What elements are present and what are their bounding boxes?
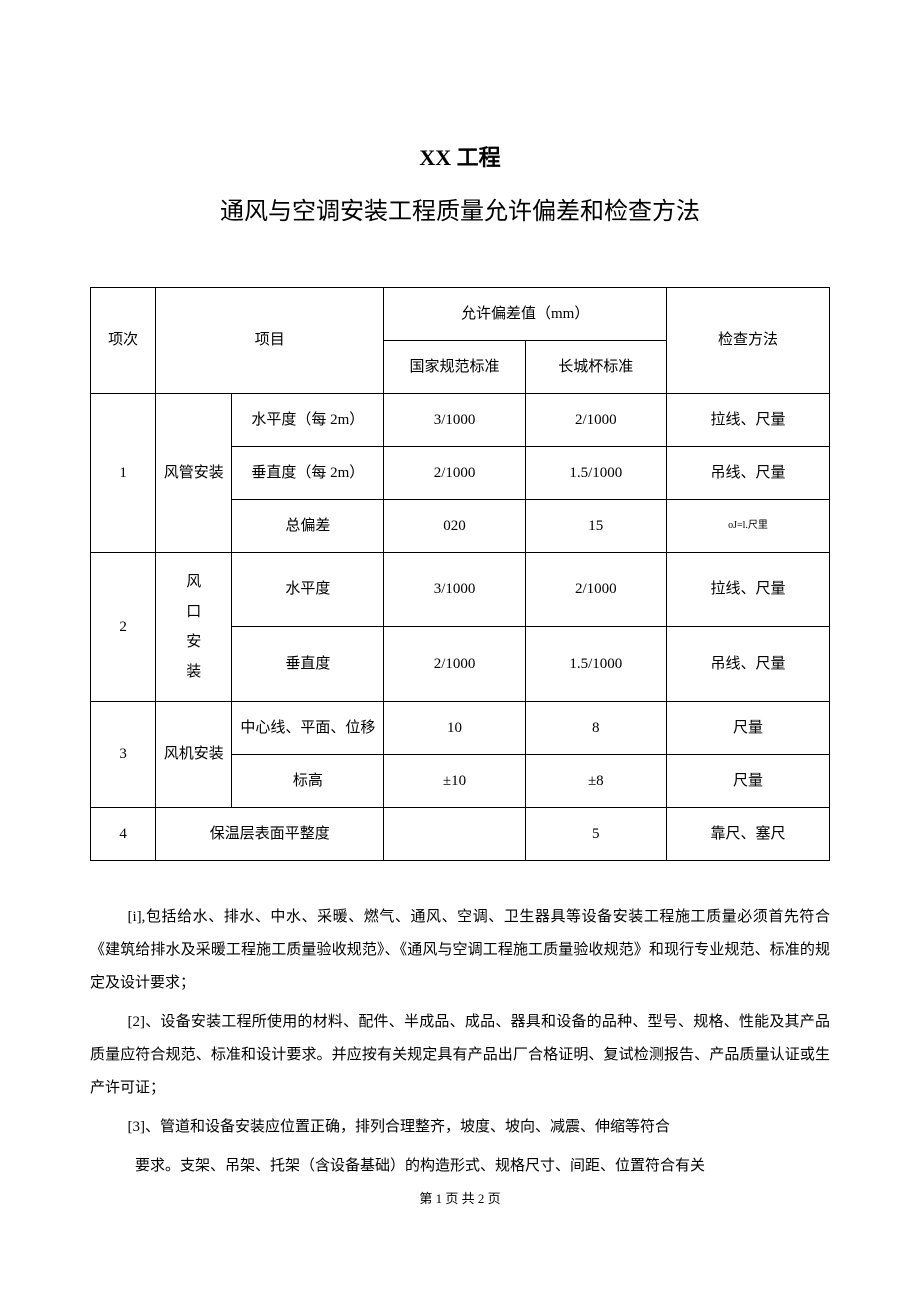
- note-paragraph-4: 要求。支架、吊架、托架（含设备基础）的构造形式、规格尺寸、间距、位置符合有关: [90, 1150, 830, 1183]
- cell-nat: 020: [384, 499, 525, 552]
- cell-cat: 风 口 安 装: [156, 552, 232, 701]
- cell-method: 拉线、尺量: [666, 552, 829, 627]
- cell-item: 垂直度（每 2m）: [232, 446, 384, 499]
- cell-gw: 15: [525, 499, 666, 552]
- title-sub: 通风与空调安装工程质量允许偏差和检查方法: [90, 193, 830, 231]
- cell-nat: 10: [384, 701, 525, 754]
- cell-nat: 3/1000: [384, 393, 525, 446]
- table-header-row-1: 项次 项目 允许偏差值（mm） 检查方法: [91, 287, 830, 340]
- note-paragraph-1: [i],包括给水、排水、中水、采暖、燃气、通风、空调、卫生器具等设备安装工程施工…: [90, 901, 830, 1000]
- cell-cat: 风管安装: [156, 393, 232, 552]
- note-paragraph-2: [2]、设备安装工程所使用的材料、配件、半成品、成品、器具和设备的品种、型号、规…: [90, 1006, 830, 1105]
- cell-method: 尺量: [666, 754, 829, 807]
- cell-item: 保温层表面平整度: [156, 807, 384, 860]
- cell-cat: 风机安装: [156, 701, 232, 807]
- table-row: 2 风 口 安 装 水平度 3/1000 2/1000 拉线、尺量: [91, 552, 830, 627]
- cell-gw: 1.5/1000: [525, 627, 666, 702]
- cell-gw: 1.5/1000: [525, 446, 666, 499]
- title-main: XX 工程: [90, 140, 830, 175]
- cell-nat: [384, 807, 525, 860]
- cell-method: 吊线、尺量: [666, 627, 829, 702]
- cell-item: 水平度（每 2m）: [232, 393, 384, 446]
- cell-nat: 3/1000: [384, 552, 525, 627]
- table-row: 3 风机安装 中心线、平面、位移 10 8 尺量: [91, 701, 830, 754]
- cell-nat: ±10: [384, 754, 525, 807]
- cell-nat: 2/1000: [384, 627, 525, 702]
- cell-item: 水平度: [232, 552, 384, 627]
- header-national: 国家规范标准: [384, 340, 525, 393]
- table-row: 1 风管安装 水平度（每 2m） 3/1000 2/1000 拉线、尺量: [91, 393, 830, 446]
- cell-num: 1: [91, 393, 156, 552]
- page-footer: 第 1 页 共 2 页: [90, 1189, 830, 1210]
- tolerance-table: 项次 项目 允许偏差值（mm） 检查方法 国家规范标准 长城杯标准 1 风管安装…: [90, 287, 830, 861]
- cell-method: oJ=l.尺里: [666, 499, 829, 552]
- note-paragraph-3: [3]、管道和设备安装应位置正确，排列合理整齐，坡度、坡向、减震、伸缩等符合: [90, 1111, 830, 1144]
- cell-gw: ±8: [525, 754, 666, 807]
- cell-method: 拉线、尺量: [666, 393, 829, 446]
- cell-num: 4: [91, 807, 156, 860]
- cell-num: 2: [91, 552, 156, 701]
- cell-method: 尺量: [666, 701, 829, 754]
- table-row: 4 保温层表面平整度 5 靠尺、塞尺: [91, 807, 830, 860]
- header-item: 项目: [156, 287, 384, 393]
- cell-num: 3: [91, 701, 156, 807]
- cell-item: 标高: [232, 754, 384, 807]
- header-greatwall: 长城杯标准: [525, 340, 666, 393]
- cell-method: 吊线、尺量: [666, 446, 829, 499]
- cell-gw: 8: [525, 701, 666, 754]
- header-tolerance: 允许偏差值（mm）: [384, 287, 667, 340]
- cell-gw: 2/1000: [525, 552, 666, 627]
- cell-item: 垂直度: [232, 627, 384, 702]
- cell-item: 总偏差: [232, 499, 384, 552]
- cell-gw: 2/1000: [525, 393, 666, 446]
- cell-nat: 2/1000: [384, 446, 525, 499]
- header-num: 项次: [91, 287, 156, 393]
- cell-method: 靠尺、塞尺: [666, 807, 829, 860]
- header-method: 检查方法: [666, 287, 829, 393]
- cell-item: 中心线、平面、位移: [232, 701, 384, 754]
- cell-gw: 5: [525, 807, 666, 860]
